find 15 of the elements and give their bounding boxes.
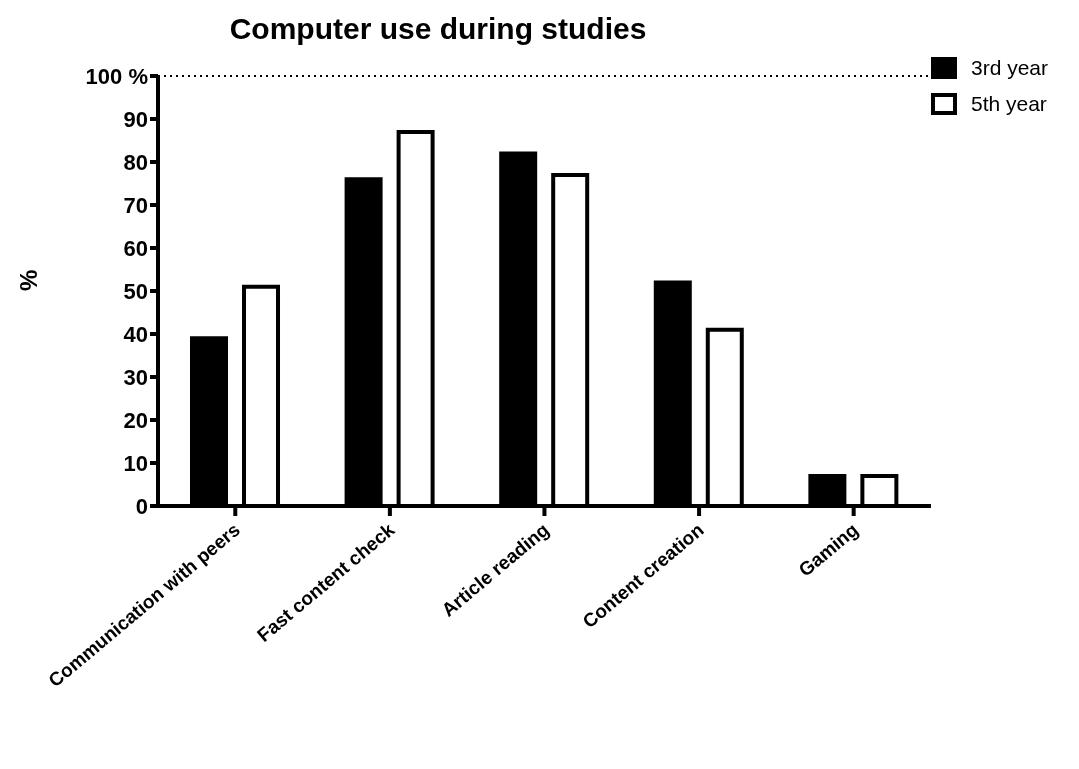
y-tick-label: 90 <box>123 106 148 132</box>
y-tick-label: 60 <box>123 235 148 261</box>
y-axis-title: % <box>14 269 42 291</box>
chart-title: Computer use during studies <box>228 12 648 46</box>
y-tick-label: 30 <box>123 364 148 390</box>
legend-label: 3rd year <box>970 56 1048 80</box>
y-tick-label: 10 <box>123 450 148 476</box>
y-tick-label: 70 <box>123 192 148 218</box>
y-tick-label: 80 <box>123 149 148 175</box>
y-tick-label: 0 <box>135 493 148 519</box>
y-tick-label: 50 <box>123 278 148 304</box>
y-tick-label: 20 <box>123 407 148 433</box>
y-tick-label: 100 % <box>85 63 148 89</box>
legend-label: 5th year <box>970 92 1047 116</box>
y-tick-label: 40 <box>123 321 148 347</box>
